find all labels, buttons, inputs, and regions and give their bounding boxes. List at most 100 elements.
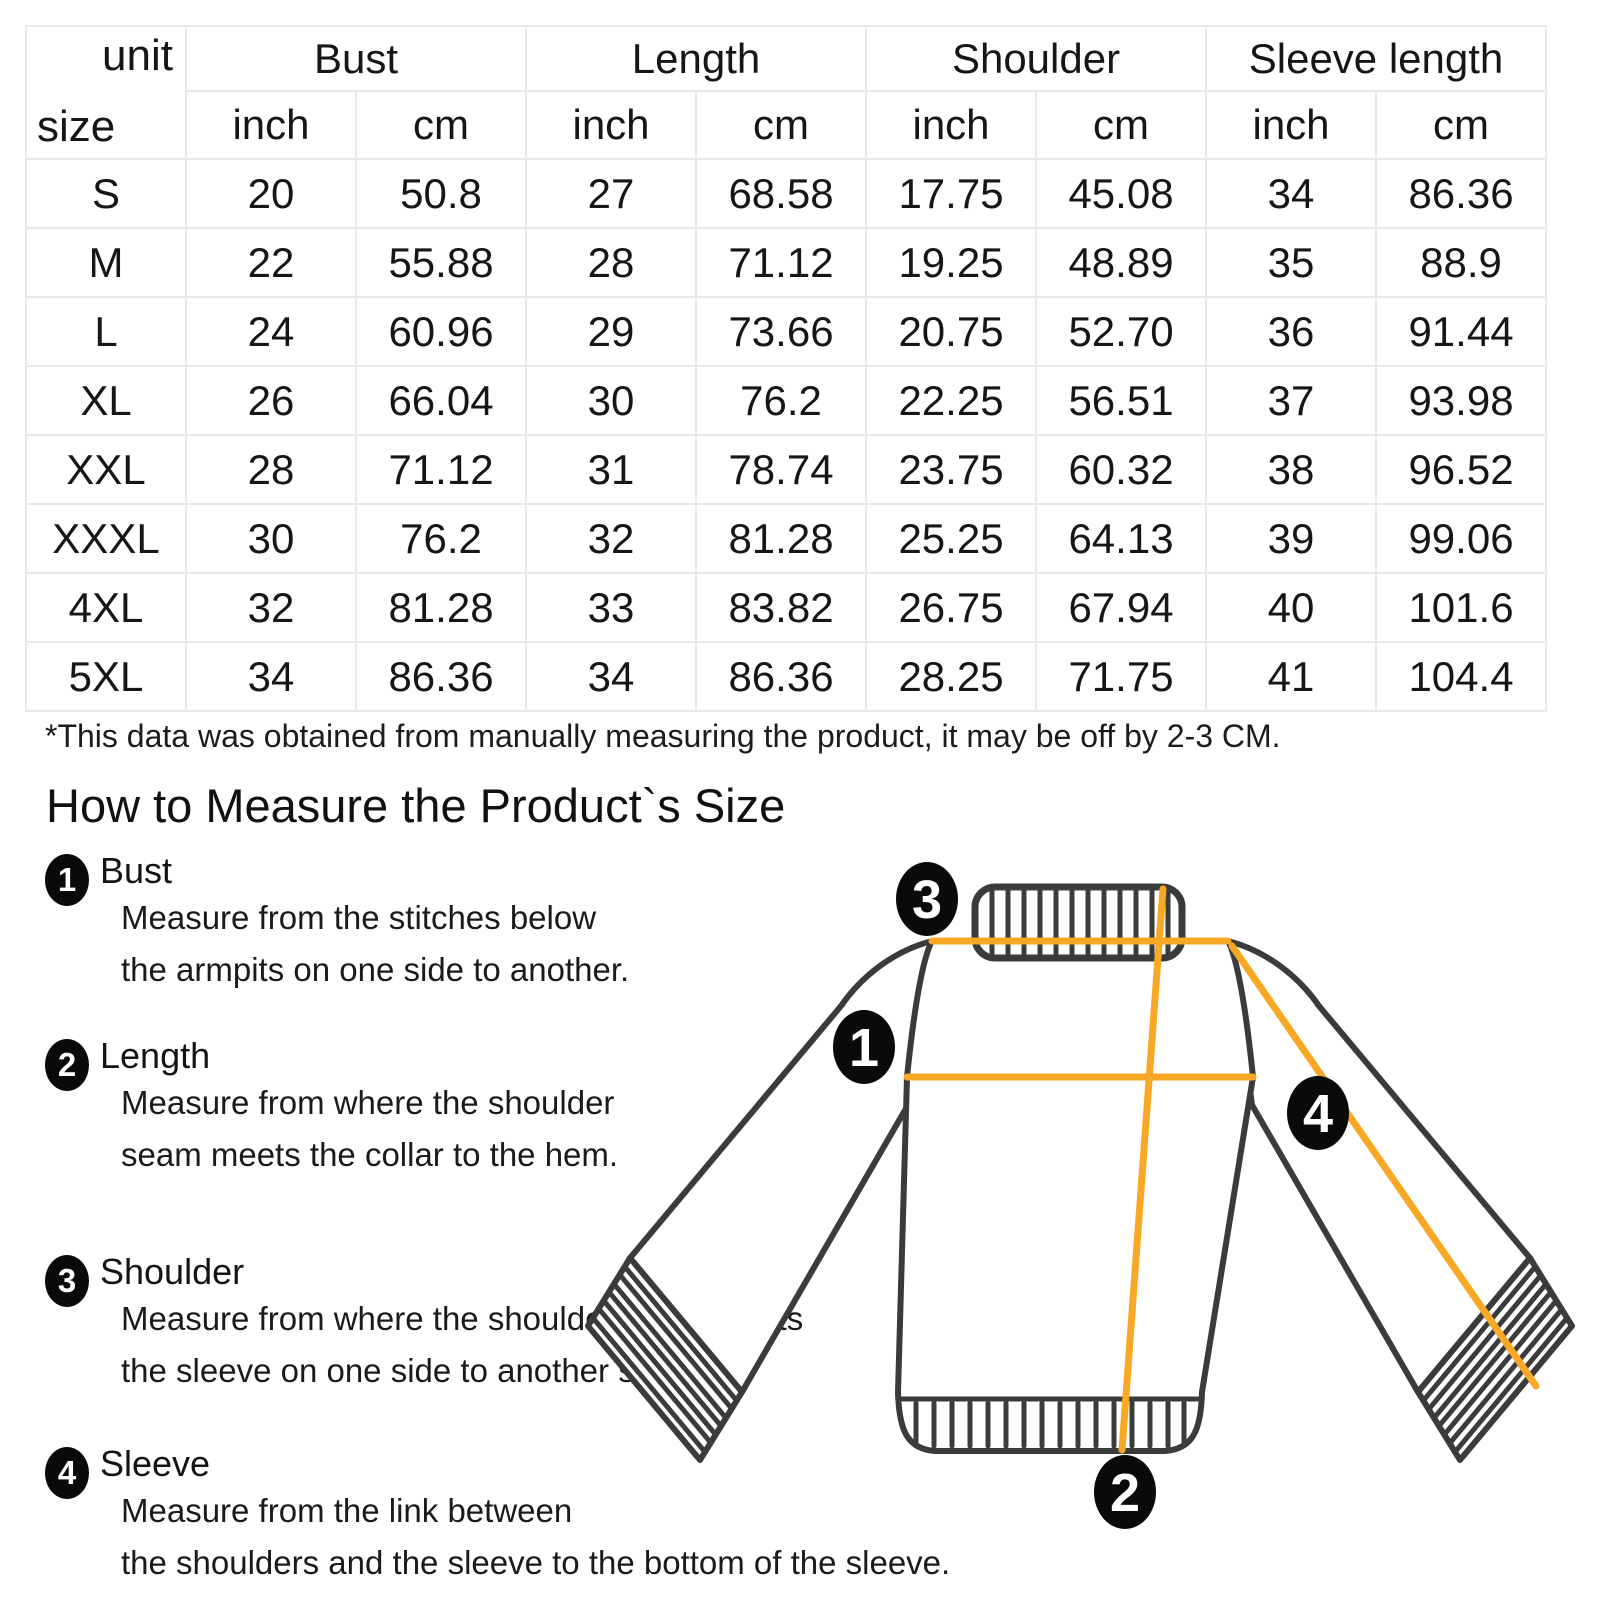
step-number: 2 [57, 1046, 77, 1083]
table-cell: 29 [525, 296, 698, 367]
step-3-badge: 3 [45, 1255, 89, 1307]
unit-header: cm [354, 90, 528, 160]
table-cell: 32 [525, 503, 698, 574]
table-cell: 22.25 [865, 365, 1038, 436]
collar-ribs [989, 888, 1171, 957]
step-description-line: seam meets the collar to the hem. [121, 1136, 619, 1173]
table-cell: 40 [1205, 572, 1378, 643]
table-cell: 34 [525, 641, 698, 712]
table-cell: 81.28 [354, 572, 528, 643]
step-1-badge: 1 [45, 854, 89, 906]
table-cell: 71.12 [695, 227, 868, 298]
table-cell: 35 [1205, 227, 1378, 298]
table-cell: 71.12 [354, 434, 528, 505]
marker-1-bust [833, 1010, 895, 1084]
size-row-4xl: 4XL 32 81.28 33 83.82 26.75 67.94 40 101… [25, 572, 1548, 643]
table-cell: 78.74 [695, 434, 868, 505]
size-label: XXL [25, 434, 187, 505]
size-row-s: S 20 50.8 27 68.58 17.75 45.08 34 86.36 [25, 158, 1548, 229]
step-title: Length [100, 1035, 211, 1076]
table-cell: 17.75 [865, 158, 1038, 229]
step-number: 4 [57, 1454, 77, 1491]
size-row-xxl: XXL 28 71.12 31 78.74 23.75 60.32 38 96.… [25, 434, 1548, 505]
marker-2-number: 2 [1110, 1463, 1140, 1523]
step-description: Measure from the link between the should… [121, 1485, 980, 1589]
table-cell: 55.88 [354, 227, 528, 298]
step-description-line: Measure from the stitches below [121, 899, 597, 936]
size-chart-table: unit size Bust Length Shoulder Sleeve le… [25, 25, 1548, 712]
step-title: Sleeve [100, 1443, 211, 1484]
measure-step-bust: 1 Bust Measure from the stitches below t… [0, 850, 980, 996]
table-cell: 73.66 [695, 296, 868, 367]
table-cell: 19.25 [865, 227, 1038, 298]
table-cell: 101.6 [1375, 572, 1548, 643]
step-number: 1 [57, 861, 77, 898]
marker-4-number: 4 [1303, 1084, 1333, 1144]
table-cell: 99.06 [1375, 503, 1548, 574]
step-description-line: the sleeve on one side to another side. [121, 1352, 688, 1389]
sweater-measure-diagram: 3 1 4 2 [585, 862, 1575, 1529]
how-to-measure-heading: How to Measure the Product`s Size [46, 779, 786, 832]
step-description: Measure from the stitches below the armp… [121, 892, 980, 996]
step-2-badge: 2 [45, 1039, 89, 1091]
table-cell: 30 [525, 365, 698, 436]
table-cell: 38 [1205, 434, 1378, 505]
table-cell: 67.94 [1035, 572, 1208, 643]
size-label: L [25, 296, 187, 367]
table-cell: 88.9 [1375, 227, 1548, 298]
unit-header: inch [865, 90, 1038, 160]
length-measure-line [1118, 885, 1167, 1454]
table-cell: 31 [525, 434, 698, 505]
size-row-5xl: 5XL 34 86.36 34 86.36 28.25 71.75 41 104… [25, 641, 1548, 712]
table-cell: 60.96 [354, 296, 528, 367]
table-cell: 93.98 [1375, 365, 1548, 436]
table-cell: 81.28 [695, 503, 868, 574]
table-cell: 41 [1205, 641, 1378, 712]
table-cell: 45.08 [1035, 158, 1208, 229]
table-cell: 76.2 [354, 503, 528, 574]
size-label: M [25, 227, 187, 298]
step-description-line: the armpits on one side to another. [121, 951, 630, 988]
table-cell: 48.89 [1035, 227, 1208, 298]
column-group-bust: Bust [184, 25, 528, 92]
step-4-badge: 4 [45, 1447, 89, 1499]
table-cell: 66.04 [354, 365, 528, 436]
diagram-markers: 3 1 4 2 [833, 862, 1349, 1529]
table-cell: 34 [185, 641, 357, 712]
unit-header: inch [185, 90, 357, 160]
table-unit-header-row: inch cm inch cm inch cm inch cm [26, 90, 1548, 160]
step-description-line: Measure from where the shoulder [121, 1084, 615, 1121]
table-cell: 64.13 [1035, 503, 1208, 574]
measurement-disclaimer: *This data was obtained from manually me… [45, 718, 1281, 754]
table-cell: 52.70 [1035, 296, 1208, 367]
table-cell: 32 [185, 572, 357, 643]
table-group-header-row: unit size Bust Length Shoulder Sleeve le… [25, 25, 1548, 160]
table-cell: 22 [185, 227, 357, 298]
column-group-sleeve-length: Sleeve length [1205, 25, 1548, 92]
unit-header: cm [1035, 90, 1208, 160]
step-title: Shoulder [100, 1251, 245, 1292]
table-cell: 83.82 [695, 572, 868, 643]
corner-unit-label: unit [102, 31, 173, 80]
unit-header: cm [695, 90, 868, 160]
step-description: Measure from where the shoulder seam mee… [121, 1077, 980, 1181]
table-cell: 28.25 [865, 641, 1038, 712]
table-cell: 28 [185, 434, 357, 505]
measure-step-length: 2 Length Measure from where the shoulder… [0, 1035, 980, 1181]
table-cell: 50.8 [354, 158, 528, 229]
table-cell: 25.25 [865, 503, 1038, 574]
hem-ribs [913, 1400, 1187, 1449]
size-label: XXXL [25, 503, 187, 574]
table-cell: 27 [525, 158, 698, 229]
table-cell: 56.51 [1035, 365, 1208, 436]
step-description-line: Measure from the link between [121, 1492, 573, 1529]
marker-3-number: 3 [912, 870, 942, 930]
size-row-xxxl: XXXL 30 76.2 32 81.28 25.25 64.13 39 99.… [25, 503, 1548, 574]
table-cell: 39 [1205, 503, 1378, 574]
column-group-shoulder: Shoulder [865, 25, 1208, 92]
sweater-body [895, 938, 1256, 1454]
table-cell: 91.44 [1375, 296, 1548, 367]
size-label: 5XL [25, 641, 187, 712]
corner-size-label: size [37, 102, 116, 151]
